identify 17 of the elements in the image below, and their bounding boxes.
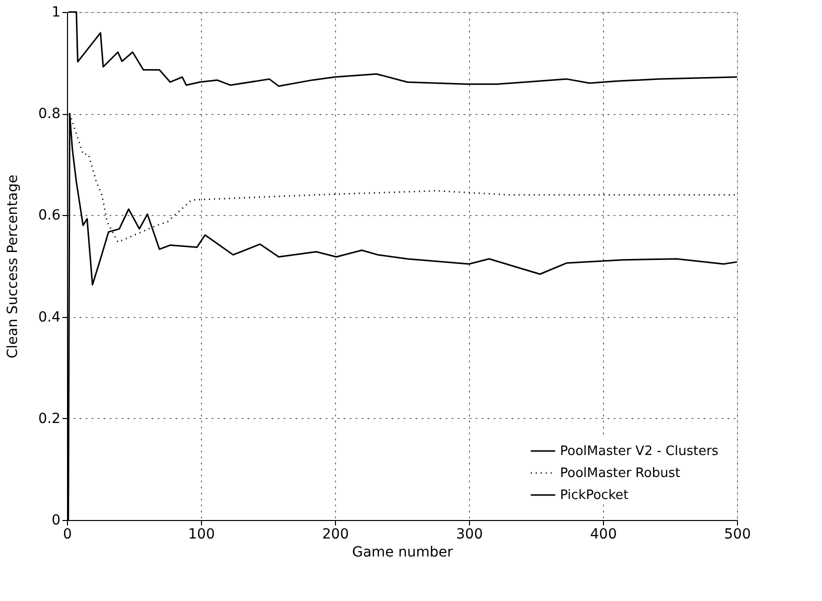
x-tick-label: 400 bbox=[590, 526, 617, 542]
x-tick-label: 100 bbox=[188, 526, 215, 542]
legend-label: PickPocket bbox=[560, 488, 628, 503]
x-tick-label: 200 bbox=[322, 526, 349, 542]
y-axis-title: Clean Success Percentage bbox=[5, 174, 22, 358]
y-tick-label: 0.6 bbox=[38, 208, 61, 224]
legend-label: PoolMaster V2 - Clusters bbox=[560, 444, 719, 459]
legend-label: PoolMaster Robust bbox=[560, 466, 680, 481]
y-tick-label: 0.8 bbox=[38, 106, 60, 122]
x-tick-label: 500 bbox=[724, 526, 751, 542]
y-tick-label: 0.2 bbox=[38, 410, 60, 427]
x-axis-title: Game number bbox=[352, 544, 454, 560]
y-tick-label: 0 bbox=[52, 512, 60, 528]
y-tick-label: 0.4 bbox=[38, 309, 61, 326]
x-tick-label: 0 bbox=[63, 526, 72, 542]
x-tick-label: 300 bbox=[456, 526, 483, 542]
y-tick-label: 1 bbox=[52, 4, 60, 20]
